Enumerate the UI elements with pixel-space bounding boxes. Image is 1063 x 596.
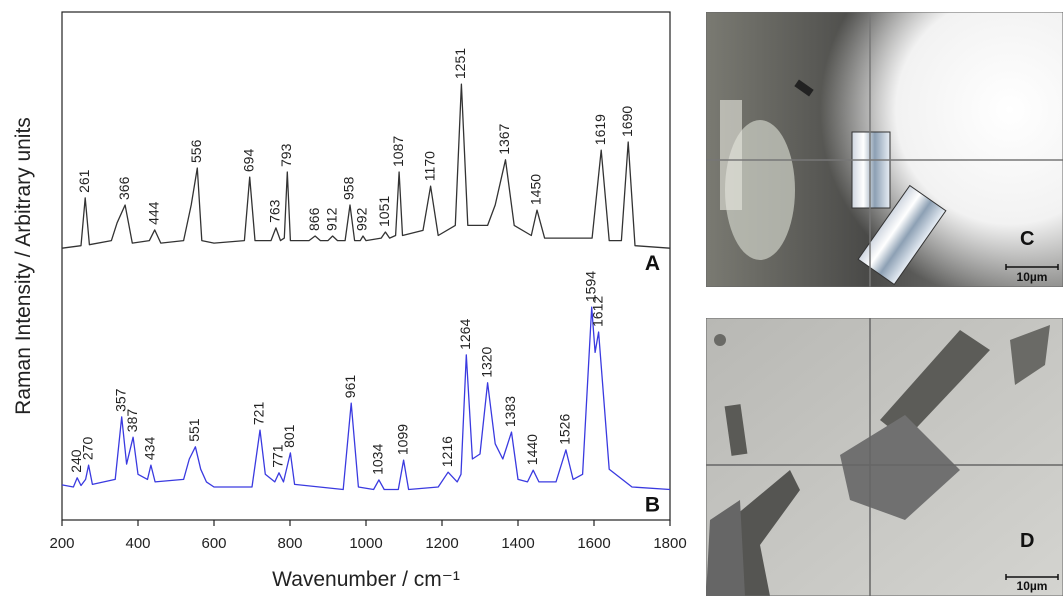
x-axis-title: Wavenumber / cm⁻¹: [272, 568, 460, 591]
panel-label: D: [1020, 530, 1034, 552]
peak-label: 958: [341, 176, 357, 200]
peak-label: 1251: [452, 48, 468, 79]
peak-label: 801: [281, 424, 297, 448]
peak-label: 366: [116, 176, 132, 200]
x-tick-label: 1600: [577, 535, 610, 552]
x-tick-label: 1200: [425, 535, 458, 552]
x-tick-label: 1000: [349, 535, 382, 552]
y-axis-title: Raman Intensity / Arbitrary units: [12, 117, 35, 415]
peak-label: 261: [76, 169, 92, 193]
peak-label: 434: [142, 437, 158, 461]
peak-label: 912: [323, 207, 339, 231]
peak-label: 771: [270, 444, 286, 468]
series-name: B: [645, 494, 660, 517]
peak-label: 763: [267, 199, 283, 223]
peak-label: 1450: [528, 174, 544, 205]
peak-label: 1170: [421, 151, 437, 181]
peak-label: 1099: [394, 424, 410, 455]
peak-label: 961: [342, 375, 358, 399]
peak-label: 240: [68, 449, 84, 473]
peak-label: 992: [354, 207, 370, 231]
peak-label: 1594: [582, 271, 598, 302]
peak-label: 1087: [390, 136, 406, 167]
series-name: A: [645, 252, 660, 275]
micrograph-c: [706, 12, 1063, 287]
peak-label: 721: [251, 402, 267, 426]
peak-label: 387: [124, 409, 140, 433]
x-tick-label: 600: [201, 535, 226, 552]
panel-label: C: [1020, 228, 1034, 250]
peak-label: 866: [306, 207, 322, 231]
x-tick-label: 400: [125, 535, 150, 552]
peak-label: 1051: [376, 196, 392, 227]
scale-label: 10µm: [1017, 579, 1048, 593]
peak-label: 1216: [439, 436, 455, 467]
x-tick-label: 1400: [501, 535, 534, 552]
micrograph-d: [706, 318, 1063, 596]
peak-label: 1320: [478, 346, 494, 377]
peak-label: 1526: [557, 414, 573, 445]
x-tick-label: 800: [277, 535, 302, 552]
scale-bar: [1005, 574, 1059, 580]
scale-bar: [1005, 264, 1059, 270]
peak-label: 1264: [457, 319, 473, 350]
peak-label: 357: [112, 388, 128, 412]
x-tick-label: 1800: [653, 535, 686, 552]
peak-label: 1690: [619, 106, 635, 137]
peak-label: 270: [79, 437, 95, 461]
peak-label: 1383: [502, 396, 518, 427]
peak-label: 1619: [592, 114, 608, 145]
peak-label: 551: [186, 418, 202, 442]
peak-label: 1034: [370, 444, 386, 475]
peak-label: 1440: [524, 434, 540, 465]
spectrum-line: [61, 83, 671, 249]
peak-label: 793: [278, 143, 294, 167]
peak-label: 444: [145, 201, 161, 225]
spectrum-line: [61, 306, 671, 491]
peak-label: 556: [188, 139, 204, 163]
scale-label: 10µm: [1017, 270, 1048, 284]
peak-label: 1367: [496, 123, 512, 154]
peak-label: 694: [240, 149, 256, 173]
x-tick-label: 200: [49, 535, 74, 552]
peak-label: 1612: [589, 296, 605, 327]
